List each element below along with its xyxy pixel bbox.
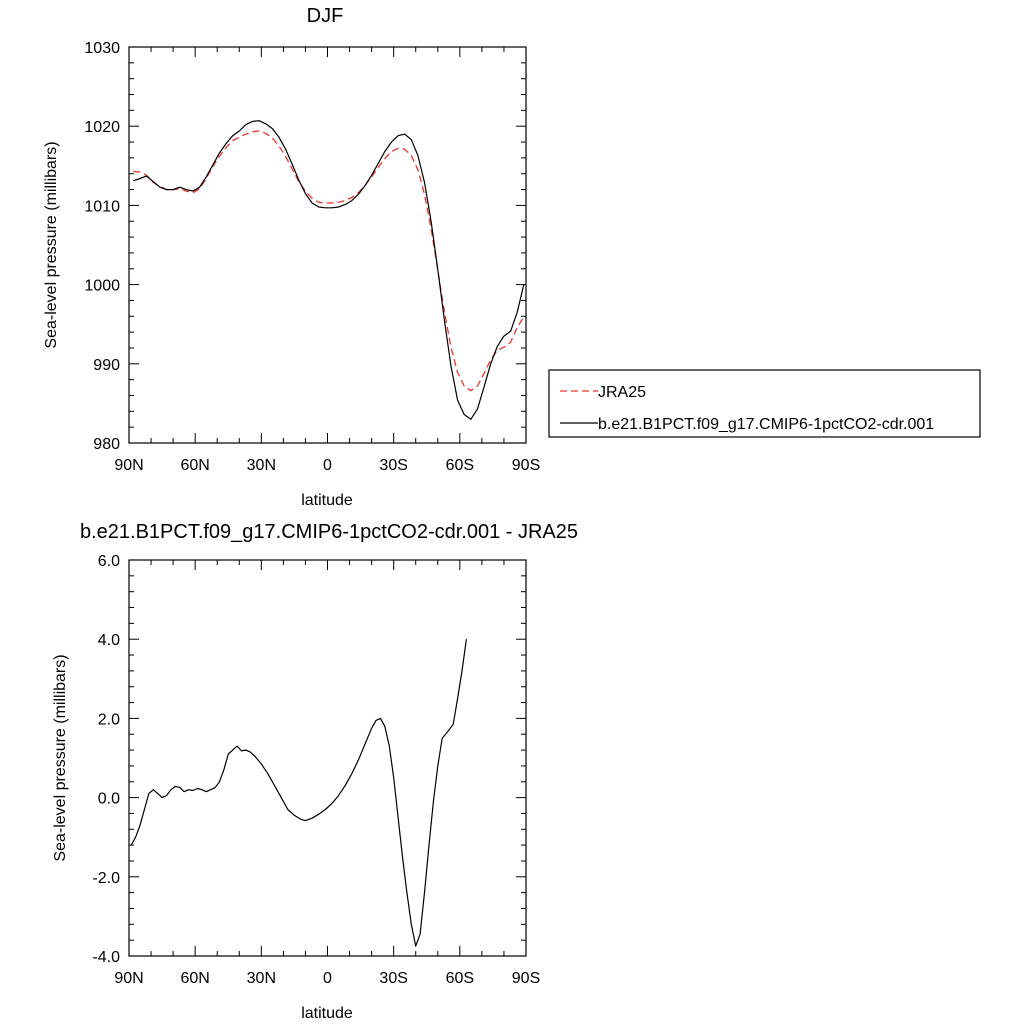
series-line-model [133,120,525,420]
y-tick-label: 4.0 [98,632,120,649]
djf-panel: DJF 90N 60N 30N 0 30S 60S 90S 980 990 1000 1010 102… [43,5,540,509]
tick-group: 90N 60N 30N 0 30S 60S 90S 980 990 1000 1010 1020 103… [84,40,540,474]
y-tick-label: 2.0 [98,711,120,728]
x-tick-label: 90S [512,457,540,474]
y-tick-label: 1020 [84,119,120,136]
x-tick-label: 30S [379,970,407,987]
series-group [130,639,467,947]
legend-frame [548,369,981,438]
y-tick-label: 1030 [84,40,120,57]
x-tick-label: 90N [114,970,143,987]
y-tick-label: 0.0 [98,791,120,808]
difference-panel: b.e21.B1PCT.f09_g17.CMIP6-1pctCO2-cdr.00… [52,521,578,1022]
y-tick-label: 1000 [84,278,120,295]
chart-title: DJF [307,5,344,27]
x-tick-label: 0 [323,970,332,987]
y-tick-label: -4.0 [92,949,120,966]
x-axis-label: latitude [301,1005,353,1022]
difference-line [130,639,467,947]
legend-entry-model: b.e21.B1PCT.f09_g17.CMIP6-1pctCO2-cdr.00… [560,416,934,433]
x-tick-label: 60S [446,457,474,474]
x-tick-label: 60S [446,970,474,987]
series-group [133,120,525,420]
y-axis-label: Sea-level pressure (millibars) [52,654,69,861]
x-tick-label: 30S [379,457,407,474]
x-axis-label: latitude [301,492,353,509]
y-tick-label: 1010 [84,198,120,215]
x-tick-label: 60N [180,457,209,474]
legend-label: b.e21.B1PCT.f09_g17.CMIP6-1pctCO2-cdr.00… [598,416,934,433]
y-tick-label: 980 [93,436,120,453]
legend-entry-jra25: JRA25 [560,384,646,401]
plot-frame [128,46,527,444]
legend-label: JRA25 [598,384,646,401]
y-tick-label: 6.0 [98,553,120,570]
series-line-jra25 [133,130,525,392]
x-tick-label: 30N [247,970,276,987]
y-axis-label: Sea-level pressure (millibars) [43,141,60,348]
x-tick-label: 0 [323,457,332,474]
x-tick-label: 90S [512,970,540,987]
x-tick-label: 60N [180,970,209,987]
tick-group: 90N 60N 30N 0 30S 60S 90S -4.0 -2.0 0.0 2.0 4.0 6.0 [92,553,540,987]
plot-frame [128,559,527,957]
legend: JRA25 b.e21.B1PCT.f09_g17.CMIP6-1pctCO2-… [548,369,981,438]
x-tick-label: 90N [114,457,143,474]
x-tick-label: 30N [247,457,276,474]
chart-title: b.e21.B1PCT.f09_g17.CMIP6-1pctCO2-cdr.00… [80,521,578,543]
y-tick-label: -2.0 [92,870,120,887]
y-tick-label: 990 [93,357,120,374]
